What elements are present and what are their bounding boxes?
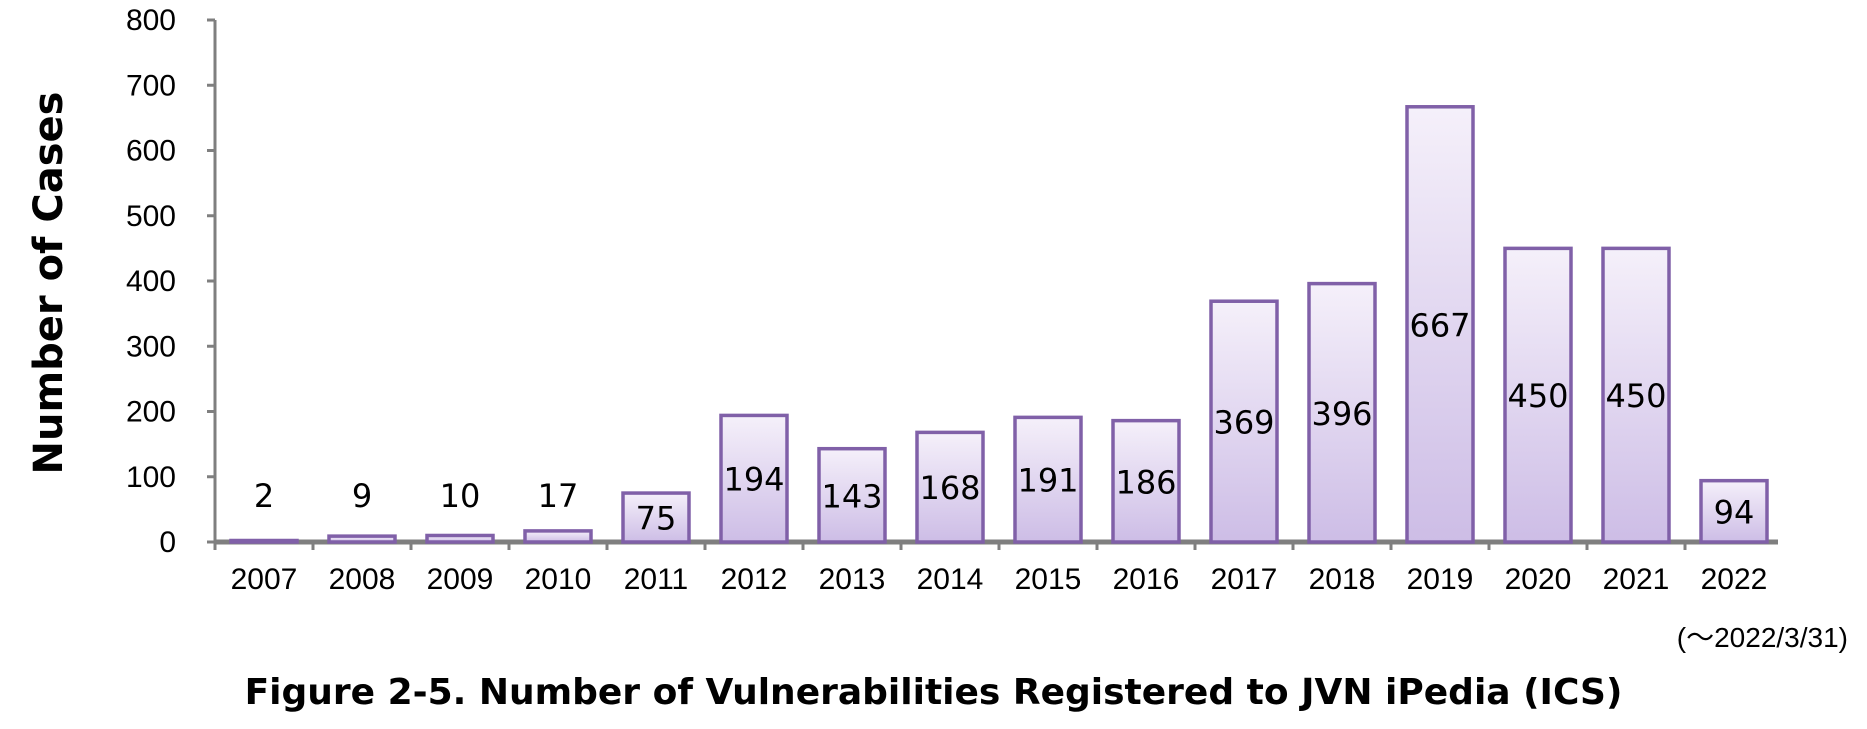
data-label: 191 [1017,462,1078,500]
bar-2014 [915,430,985,544]
x-tick-label: 2014 [917,563,984,596]
bar-2009 [425,533,495,544]
x-tick-label: 2019 [1407,563,1474,596]
x-tick-label: 2010 [525,563,592,596]
y-tick-label: 300 [126,330,176,363]
data-label: 194 [723,461,784,499]
bar-2007 [229,538,299,544]
x-tick-label: 2013 [819,563,886,596]
data-label: 17 [538,477,579,515]
y-tick-label: 400 [126,265,176,298]
bar-2012 [719,413,789,544]
data-label: 75 [636,500,677,538]
x-axis-ticks: 2007 2008 2009 2010 2011 2012 2013 2014 2015 2016… [213,542,1768,596]
bar-2015 [1013,415,1083,544]
y-tick-label: 600 [126,135,176,168]
y-tick-label: 500 [126,200,176,233]
data-label: 143 [821,477,882,515]
bar-2011 [621,491,691,544]
x-tick-label: 2008 [329,563,396,596]
data-label: 186 [1115,463,1176,501]
data-label: 2 [254,477,274,515]
data-labels: 2 9 10 17 75 194 143 168 191 186 369 396 667 450 450 94 [254,306,1755,537]
x-tick-label: 2015 [1015,563,1082,596]
x-tick-label: 2018 [1309,563,1376,596]
bars [229,105,1769,544]
y-tick-label: 100 [126,461,176,494]
x-tick-label: 2017 [1211,563,1278,596]
data-label: 10 [440,477,481,515]
bar-2021 [1601,246,1671,544]
y-axis-ticks: 0 100 200 300 400 500 600 700 800 [126,4,215,559]
bar-2020 [1503,246,1573,544]
bar-2018 [1307,281,1377,544]
bar-2010 [523,529,593,544]
bar-2016 [1111,418,1181,544]
bar-2017 [1209,299,1279,544]
date-note: (～2022/3/31) [1677,622,1848,653]
data-label: 9 [352,477,372,515]
bar-2008 [327,534,397,544]
y-axis-label: Number of Cases [26,92,72,475]
bar-2022 [1699,478,1769,544]
data-label: 450 [1507,377,1568,415]
data-label: 369 [1213,404,1274,442]
x-tick-label: 2021 [1603,563,1670,596]
x-tick-label: 2009 [427,563,494,596]
y-tick-label: 800 [126,4,176,37]
data-label: 667 [1409,306,1470,344]
x-tick-label: 2007 [231,563,298,596]
x-tick-label: 2020 [1505,563,1572,596]
y-tick-label: 0 [159,526,176,559]
figure-caption: Figure 2-5. Number of Vulnerabilities Re… [244,672,1623,713]
data-label: 396 [1311,395,1372,433]
data-label: 94 [1714,493,1755,531]
x-tick-label: 2011 [624,563,689,596]
data-label: 450 [1605,377,1666,415]
bar-2019 [1405,105,1475,544]
x-tick-label: 2012 [721,563,788,596]
x-tick-label: 2022 [1701,563,1768,596]
data-label: 168 [919,469,980,507]
x-tick-label: 2016 [1113,563,1180,596]
y-tick-label: 200 [126,396,176,429]
y-tick-label: 700 [126,69,176,102]
bar-2013 [817,446,887,544]
